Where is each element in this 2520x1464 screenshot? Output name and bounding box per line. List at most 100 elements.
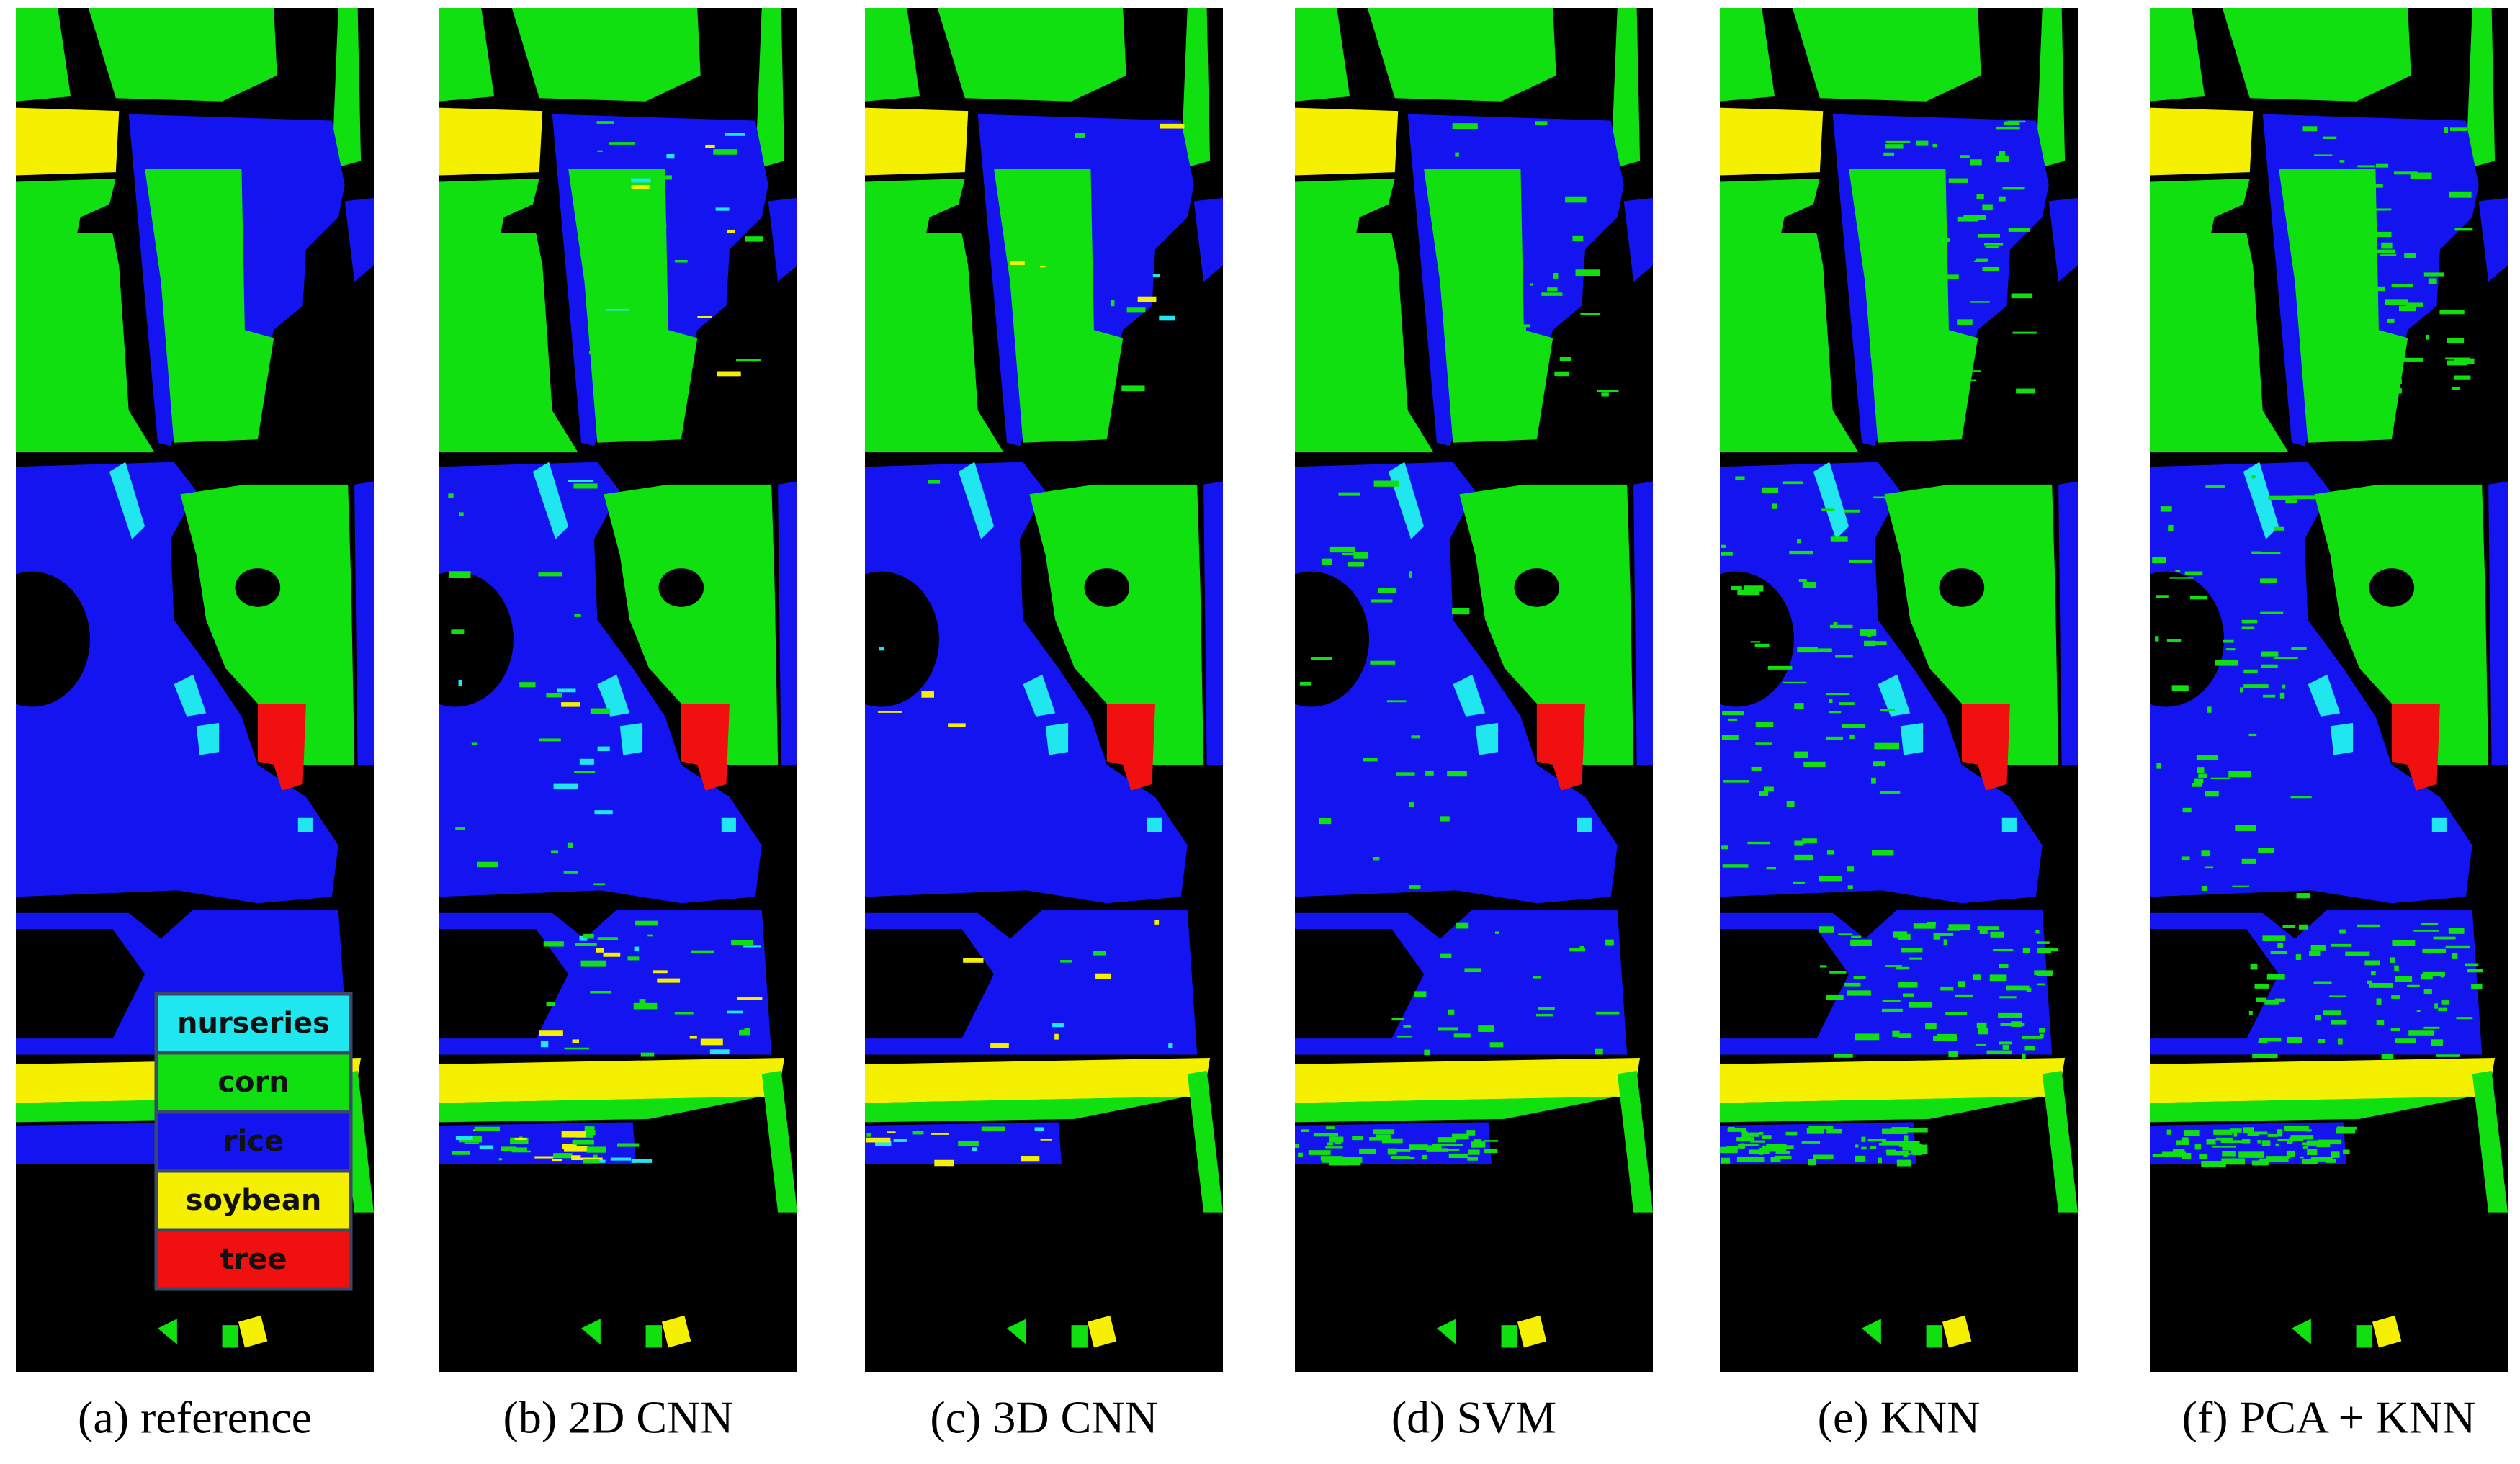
noise-speck (1933, 933, 1940, 940)
noise-speck (2339, 1126, 2357, 1130)
noise-speck (1948, 1051, 1958, 1057)
noise-speck (1426, 1148, 1448, 1152)
noise-speck (597, 937, 618, 940)
noise-speck (1898, 1033, 1912, 1038)
noise-speck (1455, 152, 1459, 157)
noise-speck (2243, 669, 2258, 674)
noise-speck (2196, 755, 2218, 760)
noise-speck (1348, 561, 1365, 567)
noise-speck (1494, 931, 1499, 934)
noise-speck (1484, 1149, 1498, 1154)
noise-speck (590, 991, 611, 994)
noise-speck (596, 121, 614, 124)
noise-speck (2275, 1143, 2279, 1147)
noise-speck (1533, 976, 1541, 979)
noise-speck (1911, 283, 1934, 289)
noise-speck (2201, 886, 2207, 892)
noise-speck (725, 133, 745, 136)
noise-speck (2220, 1140, 2244, 1144)
noise-speck (500, 1146, 517, 1151)
noise-speck (1137, 296, 1157, 302)
noise-speck (540, 1041, 549, 1048)
noise-speck (1052, 1023, 1064, 1028)
noise-speck (2258, 1041, 2268, 1043)
noise-speck (700, 1038, 723, 1046)
noise-speck (2330, 169, 2336, 174)
noise-speck (691, 950, 714, 953)
noise-speck (1464, 968, 1481, 973)
noise-speck (2181, 856, 2190, 861)
noise-speck (2004, 121, 2020, 126)
noise-speck (1909, 1002, 1932, 1008)
noise-speck (2182, 807, 2192, 813)
noise-speck (1970, 159, 1982, 166)
noise-speck (2255, 552, 2281, 554)
noise-speck (1808, 1126, 1834, 1130)
noise-speck (2387, 318, 2395, 323)
noise-speck (2230, 1128, 2242, 1133)
noise-speck (2394, 965, 2399, 971)
noise-speck (2254, 984, 2269, 989)
legend-swatch (154, 1228, 353, 1291)
noise-speck (2426, 334, 2430, 340)
noise-speck (2445, 357, 2470, 360)
noise-speck (1411, 735, 1421, 739)
noise-speck (2337, 1038, 2343, 1045)
noise-speck (1976, 258, 1988, 262)
noise-speck (1871, 850, 1894, 856)
noise-speck (1932, 143, 1937, 148)
noise-speck (1956, 352, 1963, 356)
noise-speck (474, 1126, 500, 1131)
noise-speck (1998, 196, 2006, 202)
noise-speck (1851, 935, 1861, 938)
noise-speck (561, 1131, 586, 1138)
noise-speck (1878, 1143, 1904, 1146)
noise-speck (1452, 123, 1478, 130)
noise-speck (2434, 1003, 2438, 1009)
legend-swatch (154, 992, 353, 1055)
legend-swatch (154, 1169, 353, 1232)
noise-speck (610, 1157, 632, 1161)
noise-speck (546, 693, 562, 698)
classification-map (439, 8, 797, 1372)
noise-speck (2421, 922, 2439, 925)
noise-speck (1390, 1156, 1410, 1159)
noise-speck (2274, 998, 2285, 1002)
noise-speck (2364, 960, 2380, 966)
noise-speck (2318, 1039, 2326, 1043)
noise-speck (2248, 733, 2257, 737)
noise-speck (1538, 1007, 1555, 1010)
noise-speck (553, 783, 579, 790)
noise-speck (448, 493, 454, 498)
noise-speck (538, 572, 562, 577)
noise-speck (1542, 345, 1548, 351)
noise-speck (1922, 376, 1945, 381)
noise-speck (1764, 786, 1774, 792)
noise-speck (1896, 354, 1910, 358)
noise-speck (1408, 1157, 1415, 1159)
noise-speck (674, 259, 688, 263)
noise-speck (1978, 1028, 1988, 1035)
noise-speck (1579, 946, 1584, 950)
noise-speck (1915, 140, 1929, 146)
noise-speck (1973, 370, 1981, 372)
noise-speck (1979, 928, 1988, 934)
noise-speck (1422, 1154, 1427, 1160)
noise-speck (1808, 1159, 1816, 1166)
noise-speck (1867, 1138, 1886, 1142)
noise-speck (1424, 1049, 1430, 1056)
noise-speck (1803, 761, 1826, 767)
noise-speck (2266, 1158, 2289, 1162)
noise-speck (2338, 313, 2357, 319)
noise-speck (1892, 1030, 1900, 1037)
noise-speck (1605, 939, 1614, 946)
noise-speck (1943, 939, 1947, 946)
noise-speck (1771, 1147, 1787, 1152)
noise-speck (1168, 1043, 1173, 1049)
noise-speck (1847, 990, 1871, 996)
noise-speck (2261, 664, 2278, 668)
noise-speck (2390, 1028, 2400, 1031)
noise-speck (1919, 300, 1937, 303)
noise-speck (642, 300, 652, 303)
noise-speck (1999, 996, 2017, 999)
